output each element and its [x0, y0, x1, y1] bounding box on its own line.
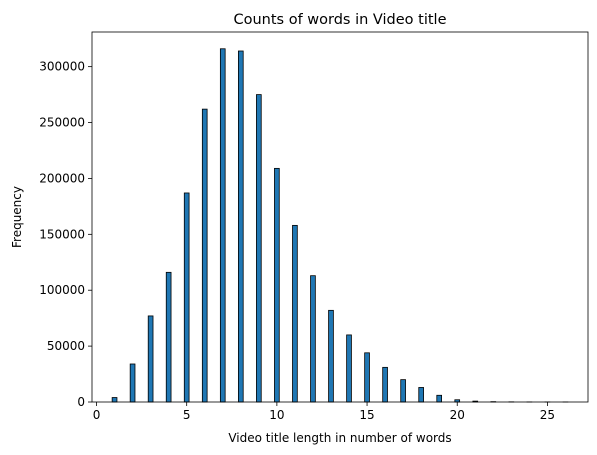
bar-6 [201, 108, 208, 403]
x-tick-label: 25 [540, 408, 555, 422]
y-tick-label: 300000 [39, 60, 85, 74]
bar-8 [237, 50, 244, 403]
y-tick-label: 50000 [47, 339, 85, 353]
y-tick-label: 250000 [39, 116, 85, 130]
bar-1 [111, 397, 118, 403]
x-tick-label: 10 [269, 408, 284, 422]
y-tick-label: 150000 [39, 227, 85, 241]
bar-3 [147, 315, 154, 403]
bar-5 [183, 192, 190, 403]
bar-11 [292, 224, 298, 403]
bar-2 [129, 363, 136, 403]
x-axis-label: Video title length in number of words [228, 431, 451, 445]
bar-19 [436, 394, 442, 403]
x-tick-label: 15 [359, 408, 374, 422]
bar-14 [346, 334, 352, 403]
bar-12 [310, 275, 316, 403]
bar-13 [328, 309, 334, 403]
x-axis: 0 5 10 15 20 25 [93, 402, 555, 422]
x-tick-label: 0 [93, 408, 101, 422]
bar-9 [256, 94, 262, 403]
bar-4 [165, 271, 172, 403]
y-tick-label: 0 [77, 395, 85, 409]
x-tick-label: 5 [183, 408, 191, 422]
chart-title: Counts of words in Video title [233, 12, 446, 28]
bar-7 [219, 48, 226, 403]
y-tick-label: 100000 [39, 283, 85, 297]
bar-16 [382, 366, 388, 403]
bar-15 [364, 352, 370, 403]
y-axis-label: Frequency [10, 186, 24, 248]
y-axis: 0 50000 100000 150000 200000 250000 300000 [39, 60, 92, 409]
x-tick-label: 20 [450, 408, 465, 422]
y-tick-label: 200000 [39, 171, 85, 185]
plot-frame [91, 31, 589, 403]
bar-10 [274, 167, 280, 403]
bars-group [111, 48, 569, 403]
bar-17 [400, 379, 406, 403]
bar-18 [418, 387, 424, 403]
